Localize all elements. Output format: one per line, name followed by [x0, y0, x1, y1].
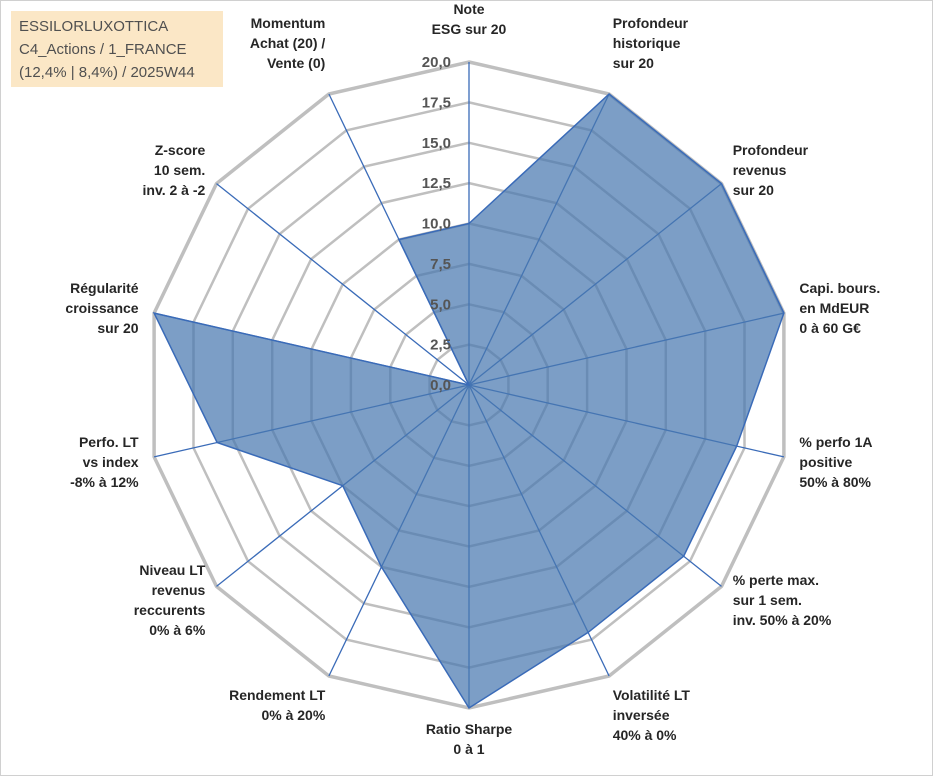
- axis-label-line: % perfo 1A: [799, 434, 872, 450]
- tick-label: 5,0: [430, 296, 451, 313]
- series-area: [152, 93, 785, 710]
- chart-title-box: ESSILORLUXOTTICA C4_Actions / 1_FRANCE (…: [11, 11, 223, 87]
- axis-label-line: 10 sem.: [154, 162, 205, 178]
- axis-label-line: inv. 2 à -2: [143, 182, 206, 198]
- axis-label-line: Rendement LT: [229, 687, 326, 703]
- axis-label-line: 40% à 0%: [613, 727, 677, 743]
- axis-label-line: Niveau LT: [139, 562, 205, 578]
- axis-label-line: 0% à 6%: [149, 622, 206, 638]
- axis-label-7: Ratio Sharpe 0 à 1: [426, 721, 513, 757]
- axis-label-line: Capi. bours.: [799, 280, 880, 296]
- radar-series: [152, 93, 785, 710]
- axis-label-line: 0 à 60 G€: [799, 320, 861, 336]
- tick-label: 0,0: [430, 377, 451, 394]
- tick-label: 10,0: [422, 216, 451, 233]
- tick-label: 17,5: [422, 94, 451, 111]
- tick-label: 12,5: [422, 175, 451, 192]
- axis-label-line: Volatilité LT: [613, 687, 691, 703]
- axis-label-line: Perfo. LT: [79, 434, 139, 450]
- axis-label-6: Volatilité LT inversée 40% à 0%: [613, 687, 691, 743]
- axis-label-line: historique: [613, 35, 681, 51]
- axis-label-line: 0 à 1: [453, 741, 484, 757]
- axis-label-line: reccurents: [134, 602, 206, 618]
- axis-label-line: inversée: [613, 707, 670, 723]
- radar-tick-labels: 0,0 2,5 5,0 7,5 10,0 12,5 15,0 17,5 20,0: [422, 54, 451, 394]
- title-line-stats: (12,4% | 8,4%) / 2025W44: [19, 64, 195, 81]
- axis-label-13: Momentum Achat (20) / Vente (0): [250, 15, 326, 71]
- axis-label-8: Rendement LT 0% à 20%: [229, 687, 326, 723]
- axis-label-line: sur 20: [733, 182, 774, 198]
- axis-label-10: Perfo. LT vs index -8% à 12%: [70, 434, 139, 490]
- axis-label-line: % perte max.: [733, 572, 819, 588]
- title-line-company: ESSILORLUXOTTICA: [19, 18, 169, 35]
- axis-label-0: Note ESG sur 20: [432, 1, 507, 37]
- axis-label-line: croissance: [65, 300, 138, 316]
- axis-label-line: Momentum: [251, 15, 326, 31]
- axis-label-4: % perfo 1A positive 50% à 80%: [799, 434, 872, 490]
- axis-label-2: Profondeur revenus sur 20: [733, 142, 809, 198]
- axis-label-line: en MdEUR: [799, 300, 869, 316]
- tick-label: 2,5: [430, 337, 451, 354]
- axis-label-line: Profondeur: [613, 15, 689, 31]
- axis-label-line: Profondeur: [733, 142, 809, 158]
- axis-label-line: positive: [799, 454, 852, 470]
- axis-label-line: Z-score: [155, 142, 206, 158]
- axis-label-line: vs index: [83, 454, 139, 470]
- axis-label-line: Note: [453, 1, 484, 17]
- axis-label-line: revenus: [152, 582, 206, 598]
- axis-label-line: revenus: [733, 162, 787, 178]
- axis-label-line: inv. 50% à 20%: [733, 612, 832, 628]
- axis-label-line: Vente (0): [267, 55, 325, 71]
- spoke-12: [216, 183, 470, 386]
- title-line-category: C4_Actions / 1_FRANCE: [19, 41, 187, 58]
- axis-label-line: Ratio Sharpe: [426, 721, 513, 737]
- axis-label-line: sur 20: [613, 55, 654, 71]
- axis-label-line: sur 1 sem.: [733, 592, 802, 608]
- axis-label-line: 0% à 20%: [261, 707, 325, 723]
- axis-label-5: % perte max. sur 1 sem. inv. 50% à 20%: [733, 572, 832, 628]
- radar-axis-labels: Note ESG sur 20 Profondeur historique sur 20…: [65, 1, 880, 757]
- axis-label-line: Régularité: [70, 280, 139, 296]
- axis-label-1: Profondeur historique sur 20: [613, 15, 689, 71]
- axis-label-3: Capi. bours. en MdEUR 0 à 60 G€: [799, 280, 880, 336]
- axis-label-9: Niveau LT revenus reccurents 0% à 6%: [134, 562, 206, 638]
- axis-label-line: -8% à 12%: [70, 474, 139, 490]
- tick-label: 15,0: [422, 135, 451, 152]
- axis-label-line: 50% à 80%: [799, 474, 871, 490]
- axis-label-line: ESG sur 20: [432, 21, 507, 37]
- tick-label: 20,0: [422, 54, 451, 71]
- axis-label-line: Achat (20) /: [250, 35, 326, 51]
- axis-label-line: sur 20: [97, 320, 138, 336]
- axis-label-11: Régularité croissance sur 20: [65, 280, 138, 336]
- tick-label: 7,5: [430, 256, 451, 273]
- axis-label-12: Z-score 10 sem. inv. 2 à -2: [143, 142, 206, 198]
